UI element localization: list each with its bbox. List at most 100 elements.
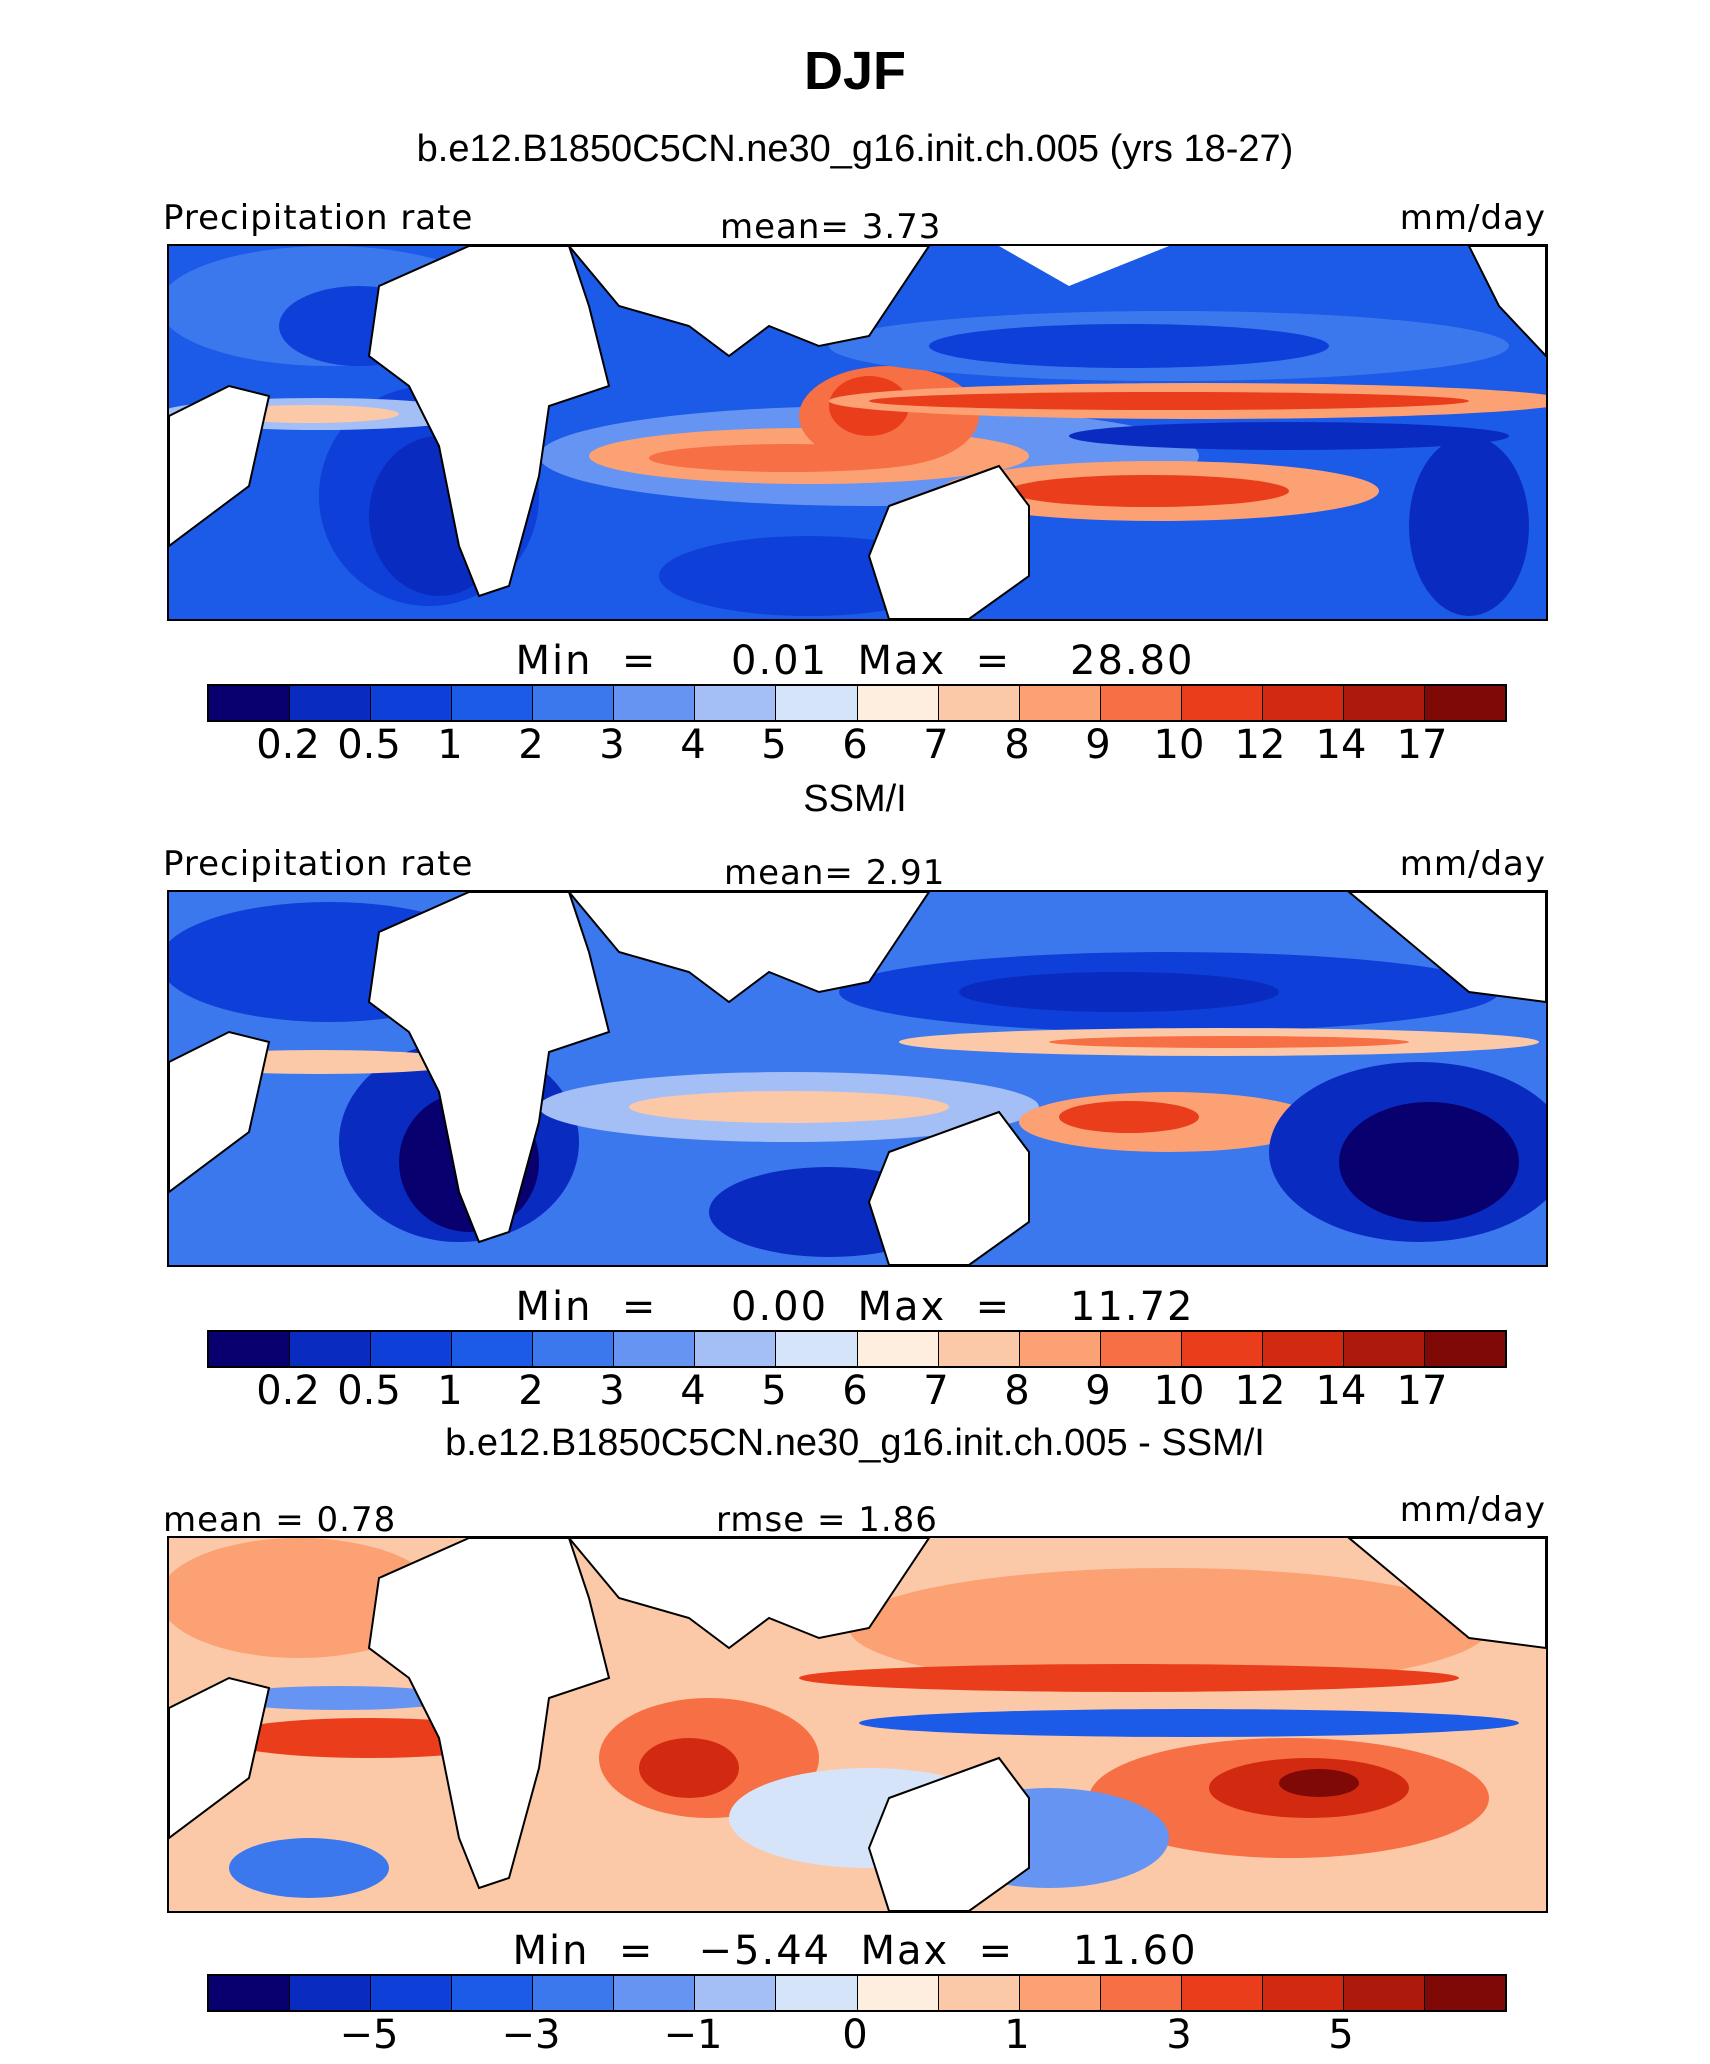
colorbar-swatch (1100, 1332, 1182, 1366)
colorbar-swatch (290, 686, 372, 720)
colorbar-tick-label: 4 (680, 722, 706, 768)
panel-2-title: SSM/I (803, 778, 907, 820)
colorbar-tick-label: 17 (1396, 722, 1448, 768)
colorbar-swatch (695, 686, 777, 720)
colorbar-swatch (776, 1332, 858, 1366)
panel-1-colorbar (207, 684, 1507, 722)
colorbar-swatch (938, 1976, 1020, 2010)
panel-2-variable-label: Precipitation rate (163, 844, 474, 884)
colorbar-swatch (614, 1976, 696, 2010)
panel-2-mean-label: mean= 2.91 (724, 853, 946, 893)
colorbar-swatch (1343, 686, 1425, 720)
colorbar-tick-label: −1 (663, 2012, 723, 2058)
colorbar-tick-label: 6 (842, 722, 868, 768)
colorbar-tick-label: 17 (1396, 1368, 1448, 1414)
panel-2-colorbar (207, 1330, 1507, 1368)
colorbar-tick-label: 0.5 (337, 1368, 401, 1414)
colorbar-tick-label: 12 (1234, 722, 1286, 768)
colorbar-tick-label: 8 (1004, 722, 1030, 768)
colorbar-swatch (209, 1332, 291, 1366)
colorbar-swatch (452, 686, 534, 720)
colorbar-swatch (452, 1976, 534, 2010)
colorbar-tick-label: 0.2 (256, 1368, 320, 1414)
panel-3-mean-label: mean = 0.78 (163, 1500, 397, 1540)
colorbar-tick-label: 0 (842, 2012, 868, 2058)
colorbar-swatch (290, 1332, 372, 1366)
colorbar-tick-label: 4 (680, 1368, 706, 1414)
colorbar-swatch (290, 1976, 372, 2010)
colorbar-swatch (1424, 1332, 1505, 1366)
colorbar-tick-label: 0.2 (256, 722, 320, 768)
panel-3-title: b.e12.B1850C5CN.ne30_g16.init.ch.005 - S… (445, 1422, 1265, 1464)
panel-1-mean-label: mean= 3.73 (720, 207, 942, 247)
colorbar-tick-label: 1 (1004, 2012, 1030, 2058)
colorbar-swatch (938, 686, 1020, 720)
colorbar-tick-label: 6 (842, 1368, 868, 1414)
colorbar-swatch (533, 686, 615, 720)
colorbar-tick-label: 12 (1234, 1368, 1286, 1414)
colorbar-tick-label: 8 (1004, 1368, 1030, 1414)
colorbar-swatch (371, 686, 453, 720)
colorbar-swatch (857, 1332, 939, 1366)
panel-1-map (167, 244, 1548, 621)
colorbar-swatch (1424, 686, 1505, 720)
colorbar-tick-label: 9 (1085, 1368, 1111, 1414)
panel-3-minmax: Min = −5.44 Max = 11.60 (512, 1928, 1198, 1974)
colorbar-tick-label: 9 (1085, 722, 1111, 768)
colorbar-swatch (938, 1332, 1020, 1366)
colorbar-swatch (1181, 1332, 1263, 1366)
colorbar-swatch (1343, 1332, 1425, 1366)
colorbar-swatch (533, 1976, 615, 2010)
colorbar-swatch (776, 1976, 858, 2010)
colorbar-tick-label: 1 (437, 722, 463, 768)
panel-3-colorbar-ticks: −5 −3 −1 0 1 3 5 (207, 2012, 1507, 2058)
colorbar-swatch (1019, 686, 1101, 720)
colorbar-tick-label: 5 (1328, 2012, 1354, 2058)
colorbar-tick-label: 5 (761, 1368, 787, 1414)
colorbar-swatch (371, 1332, 453, 1366)
panel-1-colorbar-ticks: 0.2 0.5 1 2 3 4 5 6 7 8 9 10 12 14 17 (207, 722, 1507, 768)
colorbar-tick-label: 0.5 (337, 722, 401, 768)
panel-2-minmax: Min = 0.00 Max = 11.72 (515, 1284, 1195, 1330)
colorbar-swatch (776, 686, 858, 720)
colorbar-tick-label: 3 (1166, 2012, 1192, 2058)
colorbar-swatch (1343, 1976, 1425, 2010)
colorbar-tick-label: 3 (599, 1368, 625, 1414)
colorbar-swatch (1424, 1976, 1505, 2010)
figure-title: DJF (803, 41, 906, 101)
colorbar-tick-label: −5 (339, 2012, 399, 2058)
colorbar-swatch (857, 686, 939, 720)
colorbar-tick-label: 10 (1153, 722, 1205, 768)
colorbar-swatch (614, 1332, 696, 1366)
colorbar-swatch (371, 1976, 453, 2010)
colorbar-tick-label: −3 (501, 2012, 561, 2058)
colorbar-tick-label: 7 (923, 722, 949, 768)
colorbar-tick-label: 7 (923, 1368, 949, 1414)
colorbar-swatch (1019, 1332, 1101, 1366)
colorbar-swatch (1262, 686, 1344, 720)
colorbar-swatch (1019, 1976, 1101, 2010)
colorbar-tick-label: 2 (518, 1368, 544, 1414)
colorbar-tick-label: 14 (1315, 722, 1367, 768)
colorbar-swatch (1100, 686, 1182, 720)
panel-3-map (167, 1536, 1548, 1913)
colorbar-tick-label: 1 (437, 1368, 463, 1414)
colorbar-tick-label: 10 (1153, 1368, 1205, 1414)
colorbar-swatch (452, 1332, 534, 1366)
colorbar-swatch (695, 1976, 777, 2010)
colorbar-swatch (695, 1332, 777, 1366)
colorbar-tick-label: 2 (518, 722, 544, 768)
colorbar-swatch (1262, 1332, 1344, 1366)
colorbar-swatch (533, 1332, 615, 1366)
panel-1-units-label: mm/day (1399, 198, 1546, 238)
panel-1-title: b.e12.B1850C5CN.ne30_g16.init.ch.005 (yr… (416, 128, 1294, 170)
colorbar-swatch (614, 686, 696, 720)
colorbar-tick-label: 3 (599, 722, 625, 768)
panel-3-colorbar (207, 1974, 1507, 2012)
panel-3-rmse-label: rmse = 1.86 (716, 1500, 938, 1540)
colorbar-swatch (1262, 1976, 1344, 2010)
colorbar-swatch (1181, 1976, 1263, 2010)
panel-1-minmax: Min = 0.01 Max = 28.80 (515, 638, 1195, 684)
colorbar-swatch (857, 1976, 939, 2010)
colorbar-swatch (209, 1976, 291, 2010)
